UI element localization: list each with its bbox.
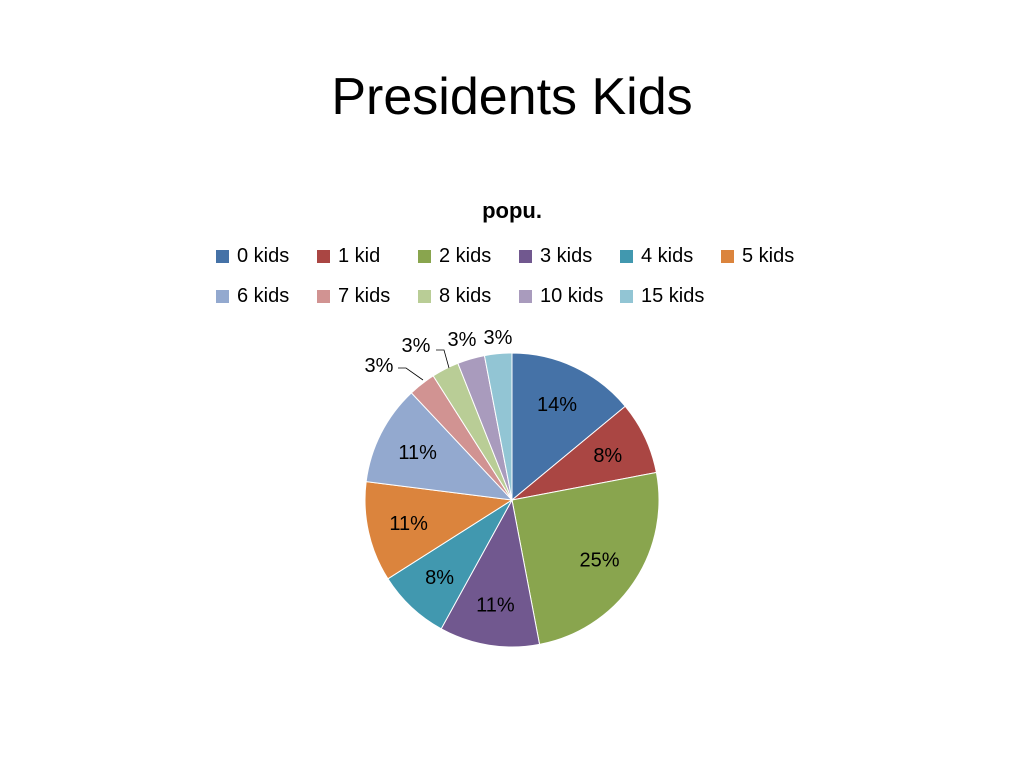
legend-label: 2 kids bbox=[439, 245, 492, 267]
legend-label: 7 kids bbox=[338, 285, 391, 307]
slice-label: 3% bbox=[484, 327, 513, 349]
legend-item: 0 kids bbox=[216, 242, 317, 270]
pie-slice bbox=[364, 481, 514, 580]
legend-item: 6 kids bbox=[216, 282, 317, 310]
legend-label: 0 kids bbox=[237, 245, 290, 267]
legend-item: 10 kids bbox=[519, 282, 620, 310]
pie-slice bbox=[511, 471, 660, 645]
legend-item: 1 kid bbox=[317, 242, 418, 270]
legend-swatch bbox=[418, 249, 431, 263]
legend-label: 10 kids bbox=[540, 285, 604, 307]
slice-label: 11% bbox=[389, 513, 428, 535]
legend-item: 5 kids bbox=[721, 242, 822, 270]
legend-swatch bbox=[317, 249, 330, 263]
slice-label: 11% bbox=[476, 595, 515, 617]
legend-swatch bbox=[216, 289, 229, 303]
leader-line bbox=[398, 367, 424, 381]
legend-item: 15 kids bbox=[620, 282, 721, 310]
legend-swatch bbox=[519, 249, 532, 263]
slide-title: Presidents Kids bbox=[331, 68, 693, 126]
slice-label: 3% bbox=[448, 329, 477, 351]
leader-line bbox=[436, 349, 450, 369]
legend-swatch bbox=[620, 249, 633, 263]
pie-slice bbox=[365, 392, 514, 501]
legend-item: 4 kids bbox=[620, 242, 721, 270]
slice-label: 3% bbox=[365, 355, 394, 377]
legend-swatch bbox=[317, 289, 330, 303]
legend-swatch bbox=[620, 289, 633, 303]
slice-label: 11% bbox=[398, 442, 437, 464]
slice-label: 14% bbox=[537, 394, 577, 416]
pie-slice bbox=[440, 498, 541, 648]
chart-legend: 0 kids 1 kid 2 kids 3 kids 4 kids 5 kids 6 kid… bbox=[216, 242, 836, 310]
legend-label: 15 kids bbox=[641, 285, 705, 307]
slice-label: 25% bbox=[580, 549, 620, 571]
legend-label: 1 kid bbox=[338, 245, 381, 267]
legend-item: 8 kids bbox=[418, 282, 519, 310]
legend-swatch bbox=[418, 289, 431, 303]
pie-slice bbox=[483, 352, 513, 501]
slice-label: 8% bbox=[593, 445, 622, 467]
legend-swatch bbox=[216, 249, 229, 263]
legend-swatch bbox=[519, 289, 532, 303]
legend-label: 5 kids bbox=[742, 245, 795, 267]
legend-item: 7 kids bbox=[317, 282, 418, 310]
legend-label: 6 kids bbox=[237, 285, 290, 307]
pie-slice bbox=[511, 352, 626, 502]
slice-label: 8% bbox=[425, 567, 454, 589]
legend-item: 2 kids bbox=[418, 242, 519, 270]
legend-label: 3 kids bbox=[540, 245, 593, 267]
legend-swatch bbox=[721, 249, 734, 263]
chart-title: popu. bbox=[482, 198, 542, 223]
legend-label: 4 kids bbox=[641, 245, 694, 267]
slice-label: 3% bbox=[402, 335, 431, 357]
legend-label: 8 kids bbox=[439, 285, 492, 307]
legend-item: 3 kids bbox=[519, 242, 620, 270]
